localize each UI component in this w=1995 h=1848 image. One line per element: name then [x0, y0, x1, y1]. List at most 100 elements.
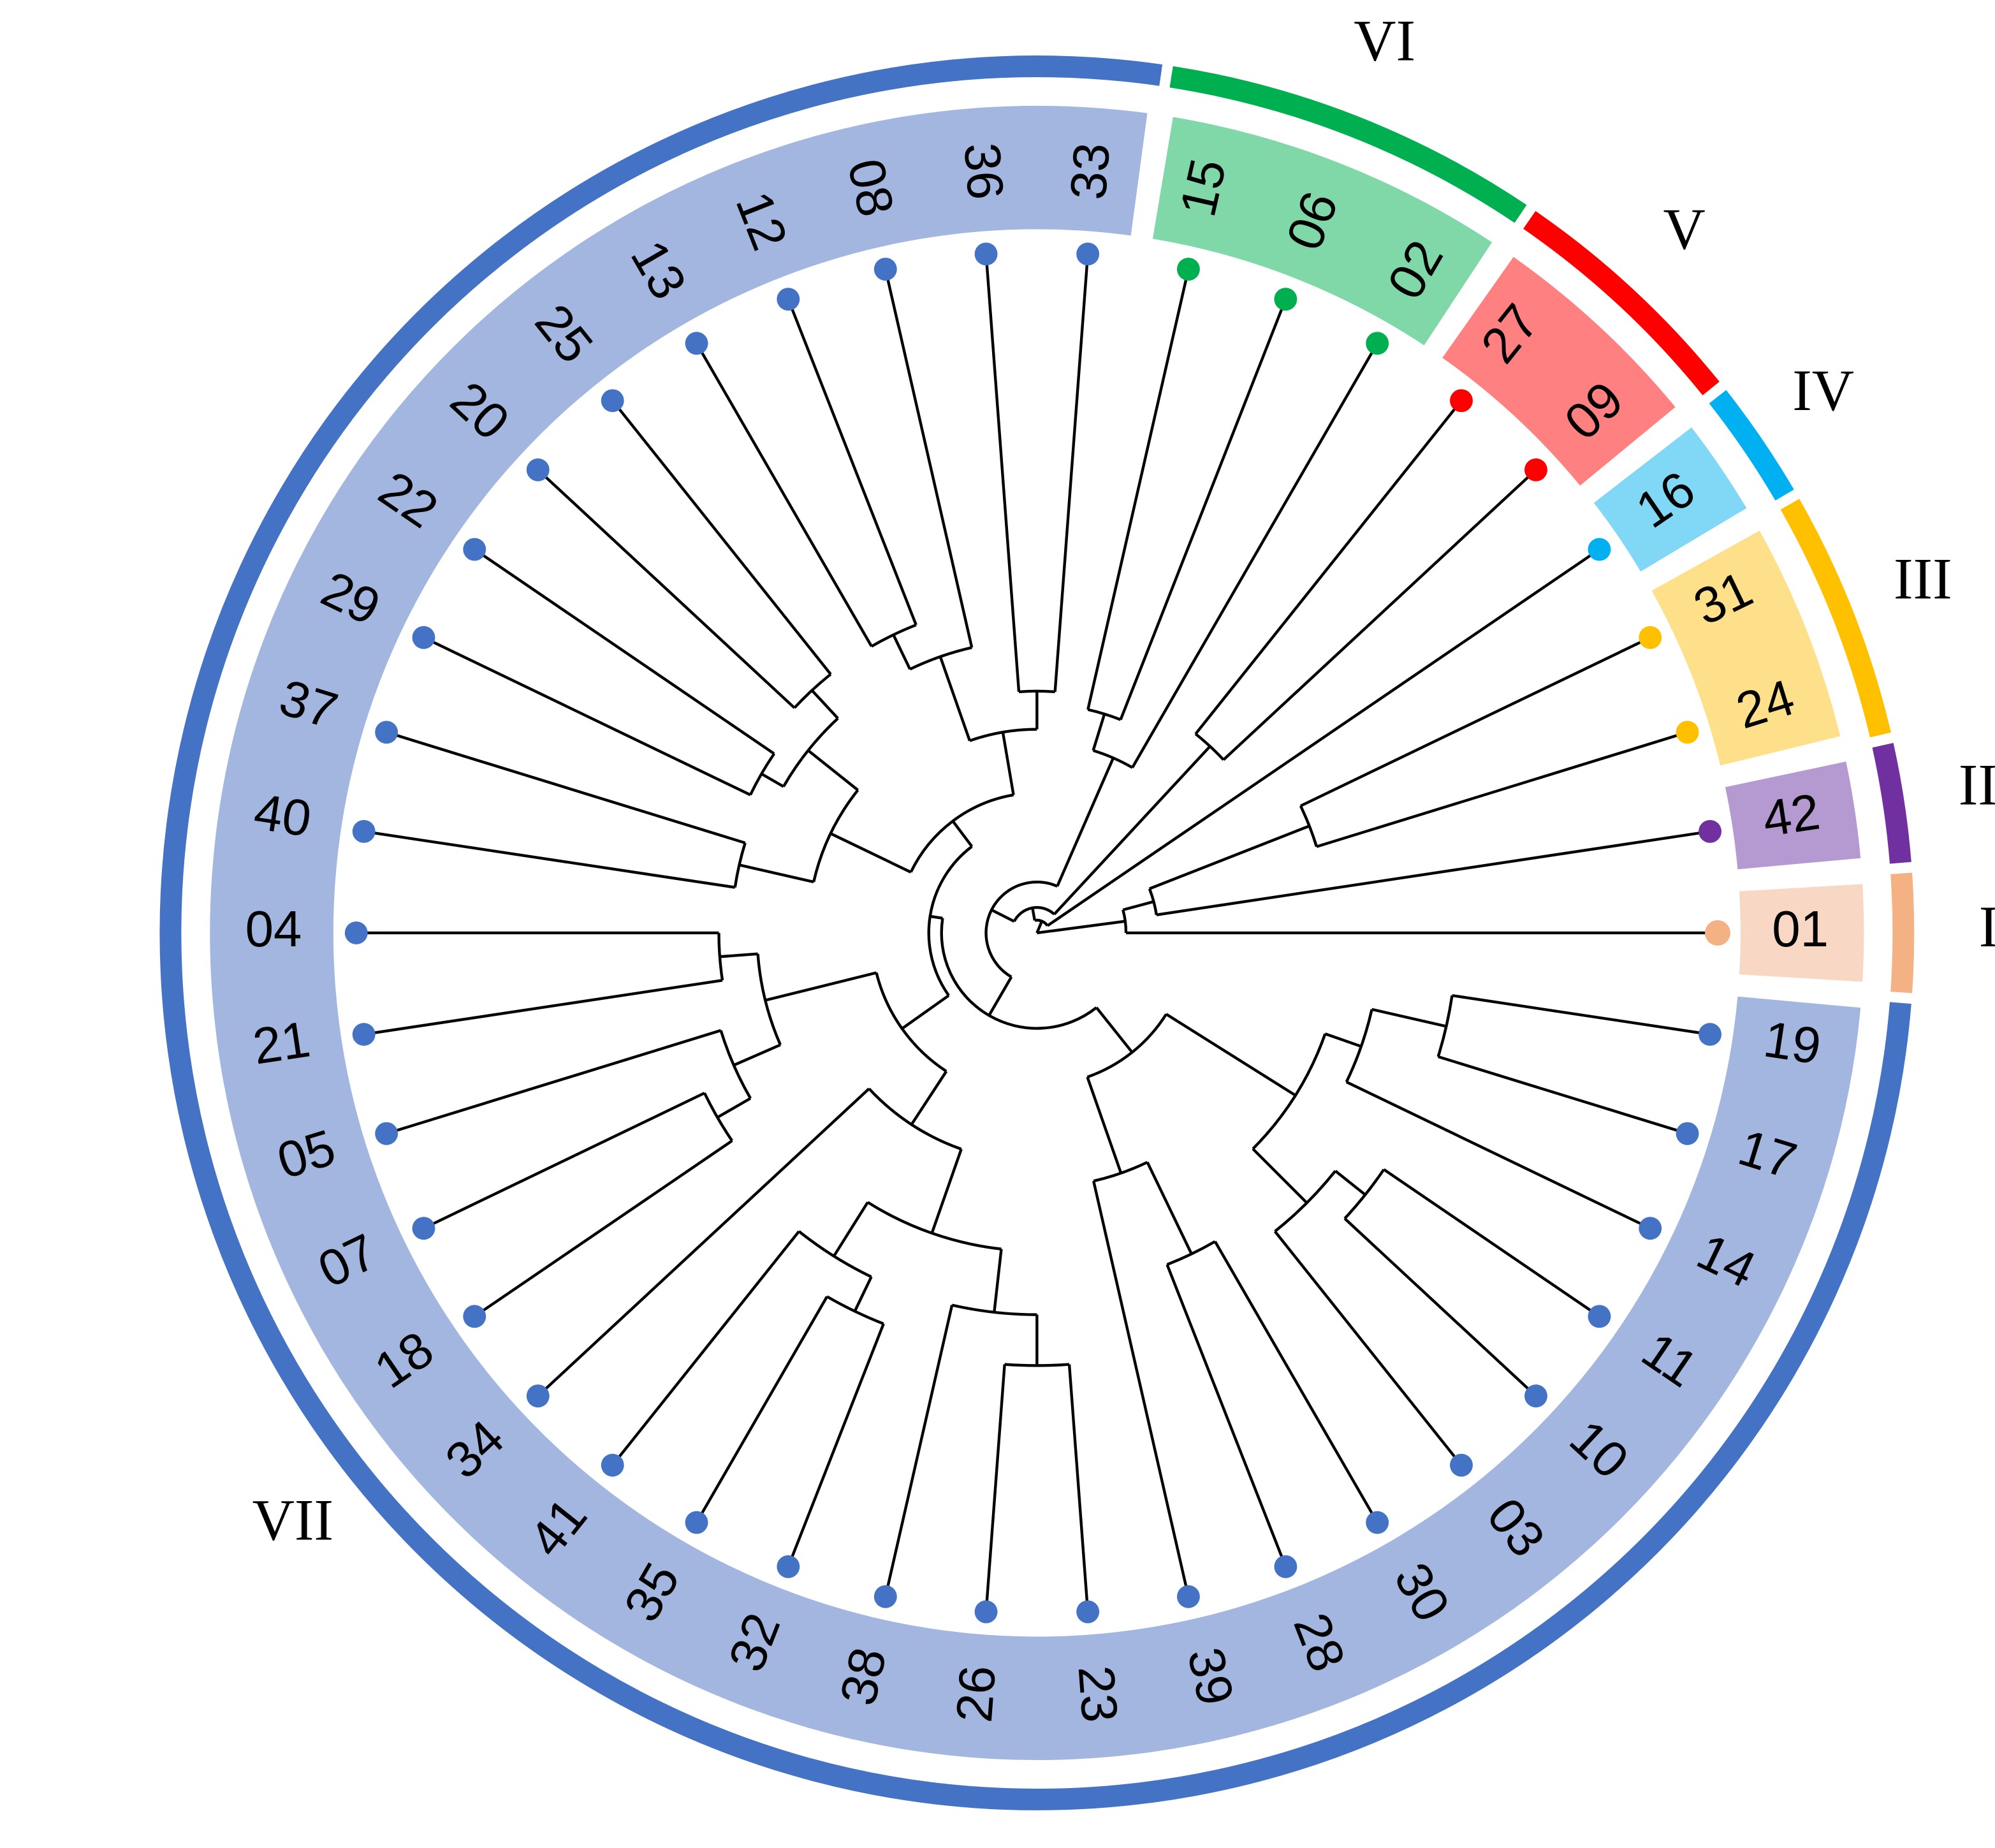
leaf-dot: [526, 458, 550, 481]
cluster-band: [1152, 117, 1493, 346]
branch-arc: [870, 623, 917, 648]
branch: [1092, 714, 1106, 751]
branch: [1035, 920, 1044, 934]
leaf-label: 21: [249, 1010, 314, 1074]
branch: [832, 1201, 869, 1258]
branch: [537, 469, 796, 709]
tree: [356, 254, 1718, 1612]
branch: [733, 1043, 781, 1067]
leaf-label: 01: [1772, 900, 1829, 957]
branch-arc: [717, 932, 724, 981]
leaf-label: 42: [1759, 783, 1823, 847]
branch: [611, 1230, 800, 1467]
leaf-label: 23: [1068, 1664, 1129, 1724]
leaf-dot: [1366, 332, 1389, 355]
branch: [738, 863, 814, 884]
leaf-dot: [601, 1453, 624, 1477]
branch-arc: [868, 1087, 962, 1151]
leaf-label: 38: [829, 1643, 897, 1710]
leaf-dot: [463, 1305, 486, 1328]
branch-arc: [875, 972, 947, 1073]
branch: [1119, 298, 1287, 721]
leaf-dot: [1176, 258, 1200, 281]
branch: [1001, 731, 1015, 795]
branch: [1086, 268, 1190, 710]
cluster-band: [1442, 256, 1676, 486]
branch: [807, 749, 859, 791]
branch: [984, 1364, 1006, 1612]
branch: [764, 971, 877, 1002]
branch: [787, 1323, 885, 1567]
leaf-dot: [974, 242, 998, 266]
branch-arc: [1093, 1161, 1148, 1183]
branch: [884, 1305, 954, 1597]
branch: [810, 689, 839, 720]
cluster-ring: [1169, 66, 1527, 223]
branch: [1149, 825, 1310, 890]
branch: [988, 976, 1013, 1016]
branch: [1037, 920, 1126, 935]
branch: [1095, 1006, 1134, 1053]
leaf-dot: [375, 721, 398, 744]
leaf-dot: [344, 921, 368, 944]
leaf-label: 15: [1169, 154, 1237, 221]
branch: [363, 830, 736, 889]
cluster-band: [1739, 884, 1864, 982]
branch: [1166, 1264, 1287, 1567]
branch: [884, 268, 974, 648]
cluster-label: IV: [1792, 358, 1854, 423]
branch: [1452, 994, 1711, 1036]
leaf-dot: [412, 626, 435, 649]
branch: [1273, 1230, 1463, 1467]
leaf-dot: [1450, 1453, 1473, 1477]
leaf-dot: [974, 1600, 998, 1624]
branch: [1131, 342, 1379, 768]
branch: [1122, 900, 1155, 911]
branch: [892, 634, 912, 670]
branch-arc: [733, 842, 747, 888]
branch: [1165, 1013, 1297, 1097]
branch: [1437, 1055, 1688, 1135]
leaf-dot: [463, 538, 486, 561]
branch-arc: [927, 845, 973, 997]
branch: [930, 914, 943, 920]
branch-arc: [719, 1030, 752, 1099]
leaf-dot: [873, 1585, 897, 1608]
branch: [951, 820, 974, 847]
branch: [1056, 757, 1115, 887]
leaf-dot: [1076, 242, 1100, 266]
leaf-dot: [1076, 1600, 1100, 1624]
leaf-label: 04: [245, 900, 302, 957]
branch: [1156, 830, 1711, 916]
branch: [611, 399, 832, 675]
branch-arc: [1345, 1009, 1373, 1083]
leaf-label: 26: [946, 1664, 1006, 1724]
branch: [1146, 1161, 1193, 1255]
leaf-dot: [601, 389, 624, 413]
branch: [1194, 399, 1463, 735]
cluster-label: V: [1663, 196, 1705, 261]
branch-arc: [1166, 1240, 1216, 1266]
branch-arc: [1299, 805, 1319, 847]
branch-arc: [749, 752, 775, 796]
leaf-dot: [1676, 1122, 1699, 1145]
branch-arc: [1034, 918, 1049, 927]
branch-arc: [1274, 1170, 1337, 1233]
branch: [1053, 745, 1211, 916]
leaf-dot: [1699, 819, 1722, 843]
leaf-dot: [1450, 389, 1473, 413]
cluster-ring: [1523, 210, 1720, 395]
branch-arc: [793, 673, 832, 709]
branch-arc: [782, 717, 839, 788]
leaf-dot: [777, 288, 800, 311]
branch-arc: [1343, 1168, 1385, 1220]
leaf-dot: [777, 1555, 800, 1578]
cluster-ring: [1890, 872, 1915, 994]
leaf-dot: [685, 1511, 708, 1534]
leaf-dot: [1524, 1384, 1547, 1408]
branch: [1334, 1170, 1366, 1196]
branch: [717, 1097, 752, 1119]
branch: [1299, 636, 1651, 807]
leaf-label: 39: [1177, 1643, 1245, 1710]
branch: [829, 832, 912, 874]
